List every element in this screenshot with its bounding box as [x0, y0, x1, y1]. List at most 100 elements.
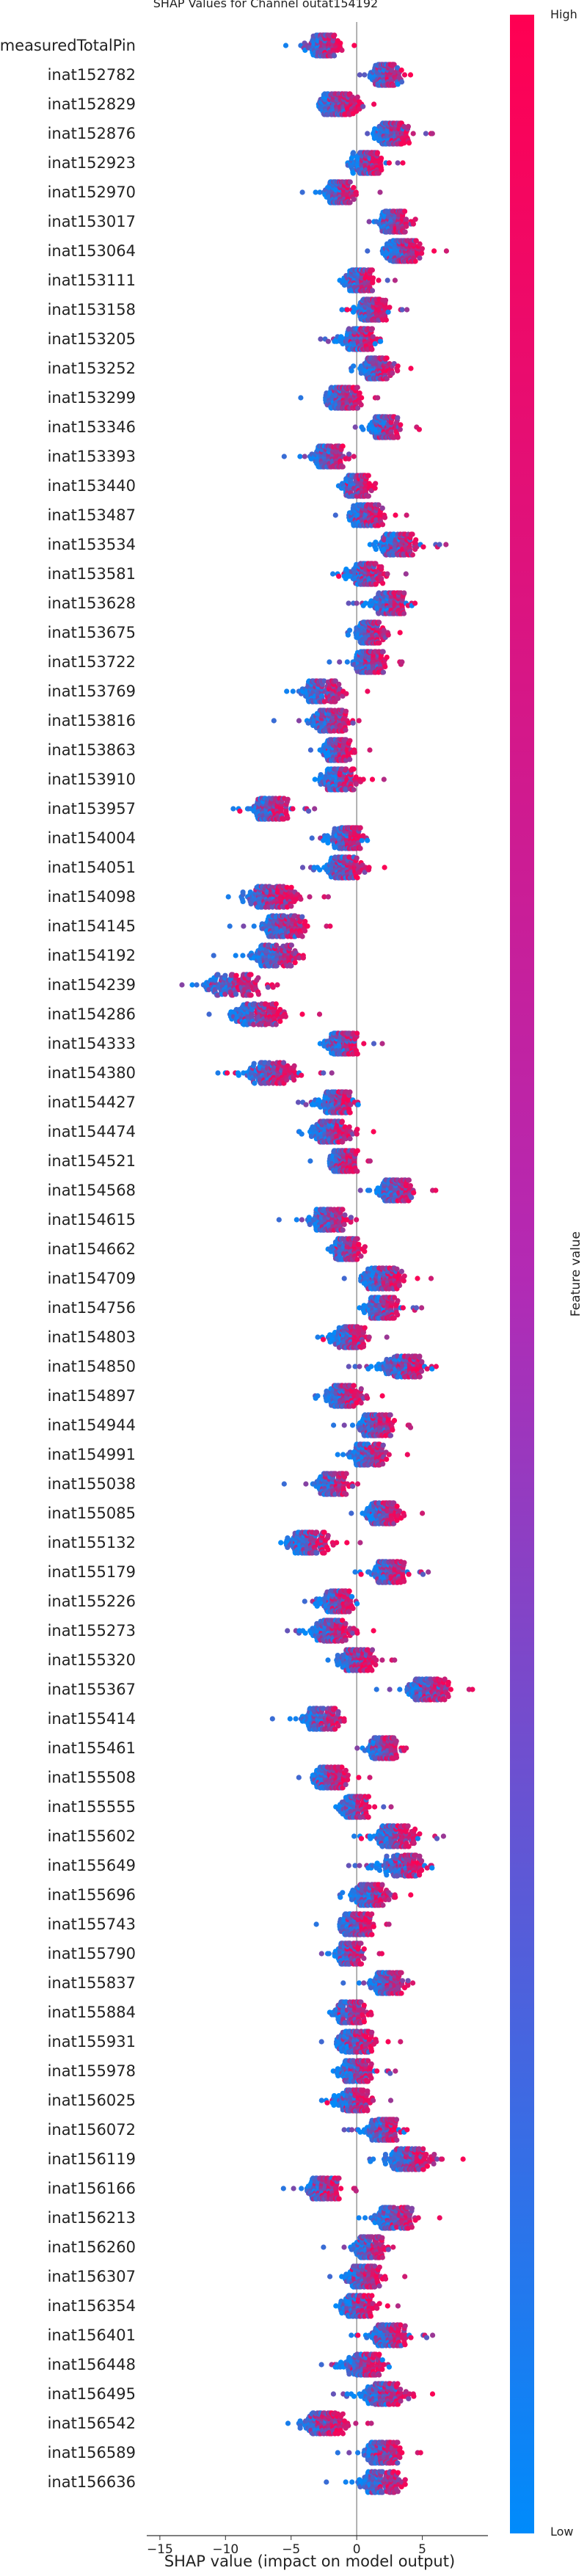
shap-point: [392, 277, 398, 283]
feature-label: inat154991: [48, 1446, 136, 1463]
feature-labels: measuredTotalPininat152782inat152829inat…: [0, 37, 136, 2491]
feature-label: inat156307: [48, 2268, 136, 2285]
shap-point: [402, 229, 408, 235]
feature-label: inat156119: [48, 2150, 136, 2168]
shap-point: [412, 258, 418, 264]
feature-label: inat155179: [48, 1563, 136, 1581]
shap-point: [327, 659, 332, 665]
feature-label: inat155743: [48, 1915, 136, 1933]
shap-point: [383, 317, 390, 323]
shap-point: [353, 192, 359, 197]
feature-label: inat152970: [48, 183, 136, 201]
feature-label: inat153299: [48, 389, 136, 407]
shap-point: [354, 94, 360, 100]
shap-point: [406, 140, 412, 146]
shap-point: [369, 288, 376, 294]
feature-label: inat152923: [48, 154, 136, 172]
feature-label: inat155508: [48, 1769, 136, 1786]
feature-label: inat156401: [48, 2326, 136, 2344]
shap-point: [347, 179, 353, 185]
shap-point: [241, 923, 247, 929]
shap-point: [288, 884, 294, 890]
feature-label: inat153205: [48, 330, 136, 348]
shap-point: [379, 522, 386, 528]
shap-point: [417, 241, 423, 247]
shap-point: [336, 573, 342, 579]
shap-point: [365, 248, 371, 254]
shap-point: [401, 140, 407, 146]
shap-point: [325, 894, 331, 900]
shap-point: [347, 757, 353, 763]
shap-point: [401, 72, 408, 78]
feature-label: inat155132: [48, 1534, 136, 1551]
shap-point: [240, 898, 246, 904]
shap-point: [351, 787, 357, 793]
feature-label: inat153393: [48, 448, 136, 465]
feature-label: inat153111: [48, 272, 136, 289]
shap-point: [284, 688, 290, 694]
shap-point: [380, 581, 386, 586]
feature-label: inat153534: [48, 536, 136, 553]
shap-point: [307, 747, 313, 753]
shap-point: [297, 454, 303, 459]
shap-point: [350, 720, 356, 726]
feature-label: inat154380: [48, 1064, 136, 1082]
shap-point: [335, 696, 341, 702]
shap-point: [332, 512, 338, 518]
shap-point: [385, 309, 391, 315]
shap-point: [413, 537, 419, 543]
feature-label: inat154098: [48, 888, 136, 906]
shap-point: [357, 845, 363, 851]
shap-point: [346, 451, 352, 457]
shap-point: [399, 659, 405, 665]
shap-point: [412, 600, 418, 606]
shap-point: [401, 611, 407, 616]
shap-point: [429, 131, 435, 137]
feature-label: inat156495: [48, 2385, 136, 2403]
feature-label: inat154474: [48, 1123, 136, 1140]
shap-point: [299, 189, 305, 195]
shap-point: [285, 815, 291, 821]
feature-label: inat154615: [48, 1211, 136, 1229]
feature-label: inat156166: [48, 2180, 136, 2197]
shap-point: [366, 219, 372, 225]
shap-point: [443, 248, 450, 254]
shap-point: [233, 953, 238, 958]
shap-point: [330, 571, 336, 577]
feature-label: inat154239: [48, 976, 136, 994]
feature-label: inat154192: [48, 947, 136, 964]
feature-label: inat155038: [48, 1475, 136, 1493]
shap-point: [423, 131, 429, 137]
shap-point: [365, 688, 371, 694]
shap-point: [373, 546, 379, 553]
feature-label: inat153158: [48, 301, 136, 319]
shap-point: [299, 934, 305, 939]
feature-label: inat155367: [48, 1681, 136, 1698]
shap-point: [419, 250, 425, 256]
shap-point: [395, 434, 401, 440]
shap-point: [403, 571, 409, 577]
feature-label: inat156589: [48, 2444, 136, 2462]
shap-point: [340, 443, 346, 449]
shap-point: [332, 53, 338, 59]
shap-point: [365, 473, 371, 479]
feature-label: inat155320: [48, 1651, 136, 1669]
shap-point: [318, 336, 324, 342]
shap-point: [395, 65, 401, 70]
shap-point: [390, 370, 395, 376]
shap-point: [372, 341, 378, 346]
shap-point: [233, 992, 239, 997]
shap-point: [401, 590, 407, 596]
shap-point: [365, 837, 371, 843]
feature-label: inat153863: [48, 741, 136, 759]
feature-label: inat154756: [48, 1299, 136, 1317]
shap-point: [339, 47, 345, 53]
feature-label: inat153816: [48, 712, 136, 729]
shap-point: [385, 632, 391, 638]
feature-label: inat155273: [48, 1622, 136, 1640]
feature-label: inat155649: [48, 1857, 136, 1874]
shap-point: [225, 894, 231, 900]
feature-label: inat156260: [48, 2238, 136, 2256]
feature-label: inat156636: [48, 2473, 136, 2491]
